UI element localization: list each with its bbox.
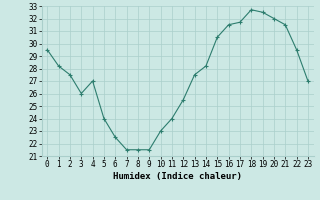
X-axis label: Humidex (Indice chaleur): Humidex (Indice chaleur): [113, 172, 242, 181]
